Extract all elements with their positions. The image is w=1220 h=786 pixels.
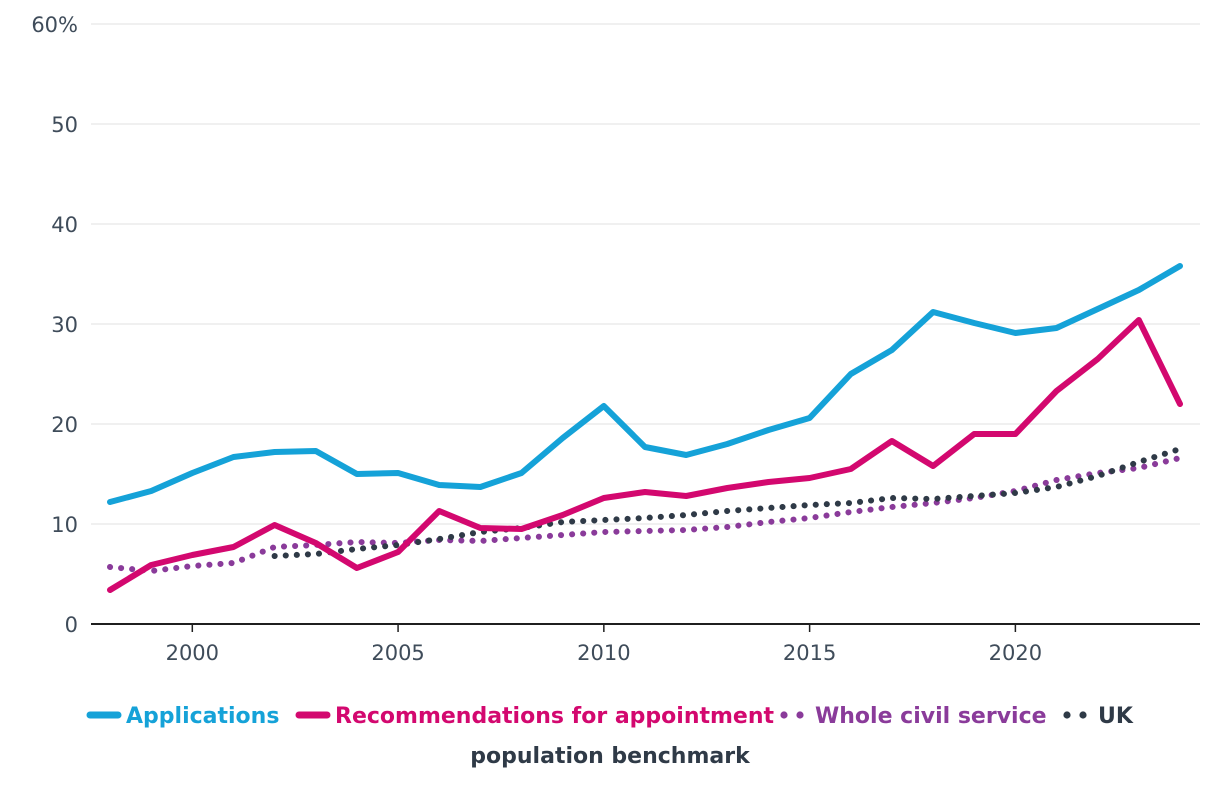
legend-label-continuation: population benchmark bbox=[470, 744, 751, 769]
series-line-applications bbox=[107, 263, 1183, 505]
y-axis-ticks: 0 10 20 30 40 50 60% bbox=[31, 13, 78, 637]
legend-label: Whole civil service bbox=[815, 704, 1047, 729]
gridlines bbox=[91, 23, 1200, 525]
series-line-recommendations-for-appointment bbox=[107, 317, 1183, 593]
series-line-whole-civil-service bbox=[107, 455, 1183, 574]
x-tick-label: 2010 bbox=[577, 641, 630, 665]
x-tick-label: 2020 bbox=[989, 641, 1042, 665]
legend-swatch-dot bbox=[780, 711, 788, 719]
y-tick-label: 60% bbox=[31, 13, 78, 37]
series-line-uk-population-benchmark bbox=[271, 446, 1183, 559]
x-tick-label: 2015 bbox=[783, 641, 836, 665]
x-axis: 2000 2005 2010 2015 2020 bbox=[91, 623, 1200, 665]
legend-label: UK bbox=[1098, 704, 1134, 729]
x-tick-label: 2005 bbox=[371, 641, 424, 665]
legend: Applications Recommendations for appointm… bbox=[86, 704, 1134, 769]
data-series bbox=[107, 263, 1183, 593]
legend-swatch-dot bbox=[1063, 711, 1071, 719]
x-tick-label: 2000 bbox=[166, 641, 219, 665]
y-tick-label: 20 bbox=[51, 413, 78, 437]
y-tick-label: 30 bbox=[51, 313, 78, 337]
y-tick-label: 50 bbox=[51, 113, 78, 137]
legend-label: Applications bbox=[126, 704, 279, 729]
legend-label: Recommendations for appointment bbox=[335, 704, 775, 729]
y-tick-label: 10 bbox=[51, 513, 78, 537]
y-tick-label: 40 bbox=[51, 213, 78, 237]
legend-swatch-dot bbox=[1079, 711, 1087, 719]
legend-swatch-dot bbox=[796, 711, 804, 719]
y-tick-label: 0 bbox=[65, 613, 78, 637]
